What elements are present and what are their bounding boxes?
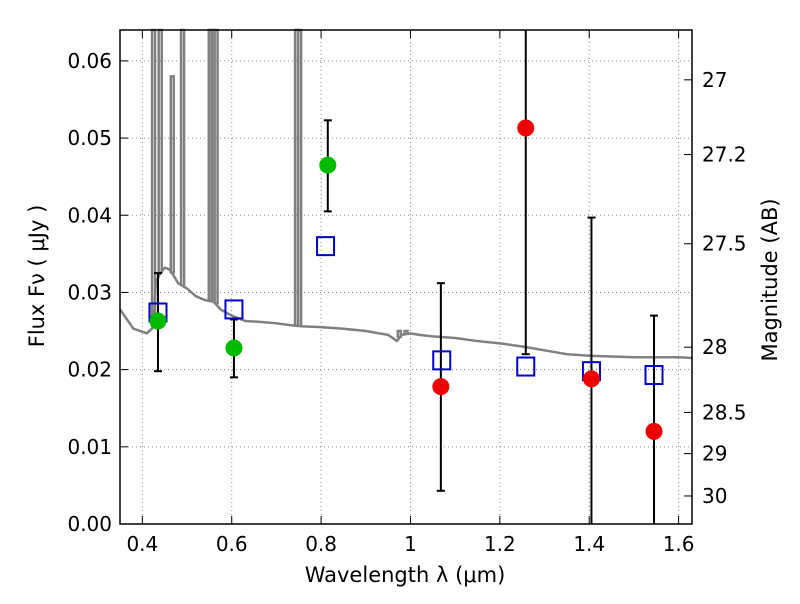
y-tick-label: 0.00 — [67, 512, 112, 536]
emission-line — [169, 75, 176, 274]
x-tick-label: 1 — [404, 532, 417, 556]
x-tick-label: 0.4 — [126, 532, 158, 556]
y-tick-label: 0.04 — [67, 203, 112, 227]
emission-line — [213, 28, 219, 305]
y-axis-label: Flux Fν ( μJy ) — [25, 205, 49, 348]
y-tick-label: 0.01 — [67, 435, 112, 459]
emission-line — [403, 329, 409, 335]
y2-tick-label: 30 — [702, 484, 727, 508]
upper-limit-point — [582, 370, 600, 388]
upper-limit-point — [432, 378, 450, 396]
emission-line — [179, 28, 186, 286]
y2-tick-label: 29 — [702, 442, 727, 466]
y2-tick-label: 27.5 — [702, 232, 747, 256]
y-tick-label: 0.02 — [67, 358, 112, 382]
model-flux-square — [644, 365, 664, 386]
detection-point — [225, 339, 243, 357]
emission-line — [157, 28, 163, 274]
y2-tick-label: 28 — [702, 335, 727, 359]
x-tick-label: 1.2 — [484, 532, 516, 556]
axes-layer — [119, 29, 693, 525]
y2-tick-label: 27 — [702, 68, 727, 92]
model-flux-square — [316, 236, 336, 257]
model-flux-square — [432, 350, 452, 371]
y-tick-label: 0.05 — [67, 126, 112, 150]
detection-point — [149, 312, 167, 330]
model-flux-square — [224, 299, 244, 320]
y-tick-label: 0.06 — [67, 49, 112, 73]
model-spectrum-line — [118, 266, 693, 360]
emission-line — [296, 28, 303, 327]
marker-layer — [148, 119, 664, 440]
y-tick-label: 0.03 — [67, 280, 112, 304]
emission-line — [150, 28, 157, 328]
x-tick-label: 0.6 — [216, 532, 248, 556]
y2-axis-label: Magnitude (AB) — [758, 198, 782, 361]
model-flux-square — [516, 356, 536, 377]
emission-line — [396, 329, 403, 338]
model-spectrum-layer — [118, 28, 693, 360]
tick-label-layer: 0.4 0.6 0.8 1 1.2 1.4 1.6 0.00 0.01 0.02 0.03 0.04 0… — [67, 49, 746, 556]
detection-point — [319, 156, 337, 174]
errorbar-layer — [153, 30, 659, 524]
y2-tick-label: 27.2 — [702, 143, 747, 167]
upper-limit-point — [517, 119, 535, 137]
plot-frame — [119, 29, 693, 525]
grid-layer — [120, 30, 692, 525]
y2-tick-label: 28.5 — [702, 400, 747, 424]
x-tick-label: 1.6 — [663, 532, 695, 556]
upper-limit-point — [645, 422, 663, 440]
x-tick-label: 1.4 — [573, 532, 605, 556]
x-tick-label: 0.8 — [305, 532, 337, 556]
x-axis-label: Wavelength λ (μm) — [305, 563, 506, 587]
